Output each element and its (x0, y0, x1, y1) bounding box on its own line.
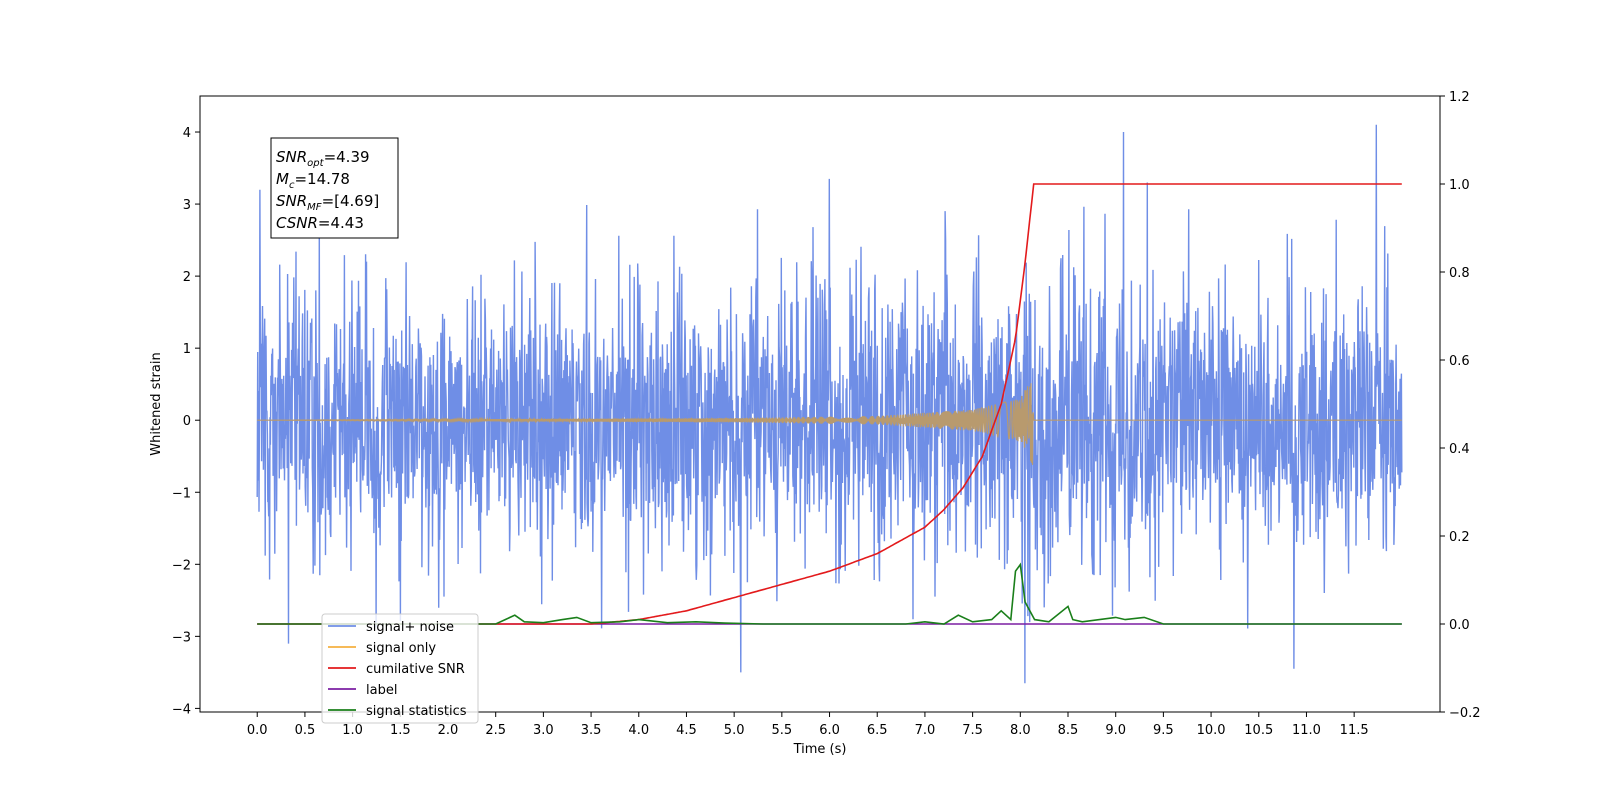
x-tick-label: 9.5 (1153, 723, 1174, 738)
y-tick-label: 2 (183, 270, 191, 285)
annotation-line: SNRopt=4.39 (276, 148, 370, 169)
y-axis-label: Whitened strain (149, 352, 164, 455)
annotation-subscript: opt (307, 158, 324, 169)
annotation-value: =4.39 (324, 148, 370, 166)
x-tick-label: 10.5 (1244, 723, 1273, 738)
x-tick-label: 2.5 (485, 723, 506, 738)
y2-tick-label: 0.0 (1449, 618, 1470, 633)
legend-entry-label: label (366, 683, 397, 698)
y-tick-label: 4 (183, 126, 191, 141)
x-tick-label: 8.0 (1010, 723, 1031, 738)
annotation-frame (270, 137, 399, 239)
annotation-symbol: CSNR (276, 214, 318, 232)
x-tick-label: 7.5 (962, 723, 983, 738)
annotation-symbol: M (276, 170, 289, 188)
legend-entry-label: cumilative SNR (366, 662, 465, 677)
x-tick-label: 8.5 (1058, 723, 1079, 738)
y2-tick-label: 1.0 (1449, 178, 1470, 193)
series-signal-statistics-line (257, 562, 1402, 625)
legend: signal+ noise signal only cumilative SNR la… (321, 613, 479, 724)
x-tick-label: 0.5 (295, 723, 316, 738)
y2-tick-label: −0.2 (1449, 706, 1481, 721)
y-tick-label: −3 (172, 630, 191, 645)
y2-tick-label: 0.8 (1449, 266, 1470, 281)
y2-tick-label: 0.4 (1449, 442, 1470, 457)
y-tick-label: −1 (172, 486, 191, 501)
series-signal-noise-line (256, 124, 1403, 684)
annotation-subscript: c (289, 180, 295, 191)
x-tick-label: 1.5 (390, 723, 411, 738)
legend-entry-label: signal only (366, 641, 436, 656)
x-tick-label: 6.0 (819, 723, 840, 738)
legend-entry-label: signal statistics (366, 704, 467, 719)
legend-entry-label: signal+ noise (366, 620, 454, 635)
annotation-line: Mc=14.78 (276, 170, 350, 191)
y-tick-label: −2 (172, 558, 191, 573)
x-tick-label: 4.5 (676, 723, 697, 738)
x-tick-label: 0.0 (247, 723, 268, 738)
x-tick-label: 4.0 (628, 723, 649, 738)
annotation-symbol: SNR (276, 192, 307, 210)
annotation-value: =14.78 (294, 170, 350, 188)
y2-tick-label: 0.6 (1449, 354, 1470, 369)
annotation-value: =[4.69] (322, 192, 380, 210)
signal-noise-layer (256, 124, 1403, 684)
x-tick-label: 10.0 (1197, 723, 1226, 738)
y-axis-left: −4 −3 −2 −1 0 1 2 3 4 (172, 126, 200, 717)
legend-frame (321, 613, 479, 724)
x-tick-label: 3.5 (581, 723, 602, 738)
plot-frame (199, 95, 1441, 713)
y-axis-right: −0.2 0.0 0.2 0.4 0.6 0.8 1.0 1.2 (1440, 90, 1481, 721)
series-signal-only-line (257, 383, 1402, 465)
x-tick-label: 7.0 (915, 723, 936, 738)
y-tick-label: 3 (183, 198, 191, 213)
x-tick-label: 3.0 (533, 723, 554, 738)
x-axis: 0.0 0.5 1.0 1.5 2.0 2.5 3.0 3.5 4.0 4.5 5.0 5.5 6.0 6… (247, 712, 1369, 738)
annotation-value: =4.43 (318, 214, 364, 232)
annotation-line: SNRMF=[4.69] (276, 192, 379, 213)
y2-tick-label: 0.2 (1449, 530, 1470, 545)
x-tick-label: 5.5 (772, 723, 793, 738)
annotation-symbol: SNR (276, 148, 307, 166)
x-axis-label: Time (s) (793, 742, 847, 757)
x-tick-label: 5.0 (724, 723, 745, 738)
x-tick-label: 11.0 (1292, 723, 1321, 738)
y-tick-label: 1 (183, 342, 191, 357)
x-tick-label: 11.5 (1340, 723, 1369, 738)
x-tick-label: 9.0 (1105, 723, 1126, 738)
y2-tick-label: 1.2 (1449, 90, 1470, 105)
x-tick-label: 2.0 (438, 723, 459, 738)
y-tick-label: −4 (172, 702, 191, 717)
annotation-line: CSNR=4.43 (276, 214, 364, 232)
annotation-subscript: MF (307, 202, 322, 213)
y-tick-label: 0 (183, 414, 191, 429)
x-tick-label: 1.0 (342, 723, 363, 738)
signal-only-layer (257, 383, 1402, 465)
x-tick-label: 6.5 (867, 723, 888, 738)
